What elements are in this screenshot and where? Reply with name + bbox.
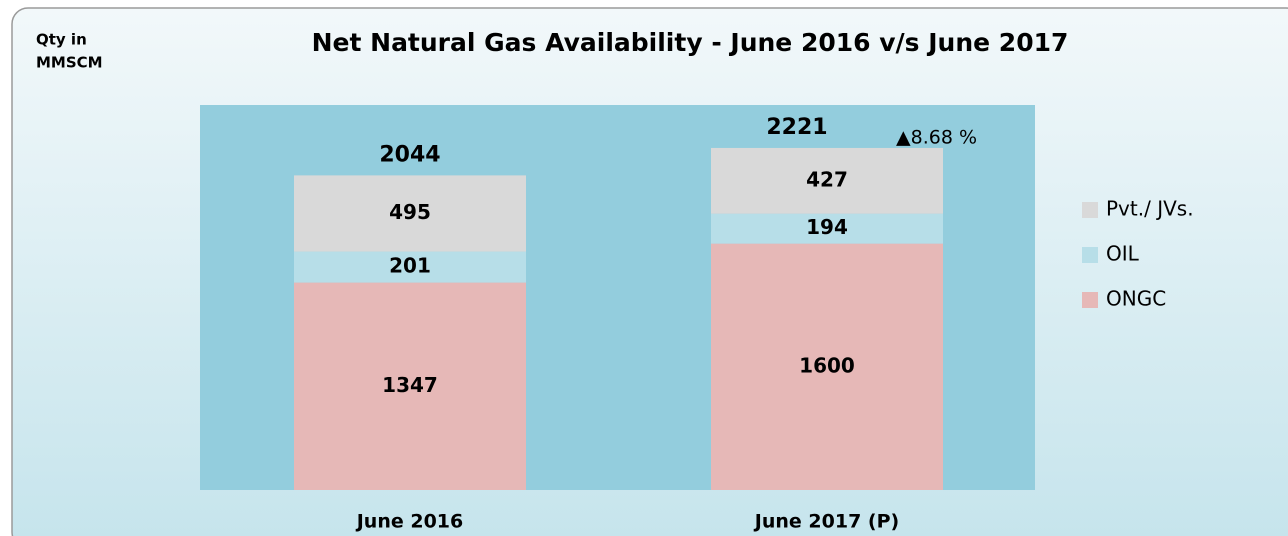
y-label: MMSCM bbox=[36, 54, 103, 72]
data-label: 495 bbox=[389, 200, 431, 224]
data-label: 1347 bbox=[382, 373, 438, 397]
chart-title: Net Natural Gas Availability - June 2016… bbox=[312, 28, 1069, 57]
bar-segment bbox=[711, 147, 943, 214]
x-tick-label: June 2017 (P) bbox=[753, 511, 899, 533]
legend-label: OIL bbox=[1106, 242, 1140, 266]
legend-swatch bbox=[1082, 247, 1098, 263]
data-label: 201 bbox=[389, 254, 431, 278]
bar-segment bbox=[711, 213, 943, 244]
bar-segment bbox=[294, 282, 526, 490]
total-label: 2221 bbox=[766, 115, 827, 140]
legend-label: ONGC bbox=[1106, 287, 1166, 311]
legend-swatch bbox=[1082, 292, 1098, 308]
bar-segment bbox=[294, 175, 526, 252]
x-tick-label: June 2016 bbox=[355, 511, 464, 533]
bar-segment bbox=[711, 243, 943, 490]
data-label: 1600 bbox=[799, 353, 855, 377]
bar-segment bbox=[294, 251, 526, 283]
legend-label: Pvt./ JVs. bbox=[1106, 197, 1194, 221]
annotation: ▲8.68 % bbox=[896, 127, 977, 149]
legend-swatch bbox=[1082, 202, 1098, 218]
y-label: Qty in bbox=[36, 31, 87, 49]
data-label: 194 bbox=[806, 215, 848, 239]
total-label: 2044 bbox=[379, 142, 440, 167]
data-label: 427 bbox=[806, 167, 848, 191]
